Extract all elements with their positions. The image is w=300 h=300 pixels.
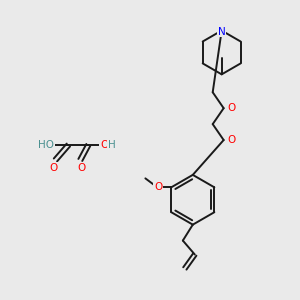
Text: O: O: [154, 182, 162, 192]
Text: O: O: [77, 163, 86, 173]
Text: O: O: [227, 135, 236, 145]
Text: H: H: [108, 140, 116, 150]
Text: N: N: [218, 27, 226, 37]
Text: O: O: [100, 140, 108, 150]
Text: O: O: [49, 163, 58, 173]
Text: HO: HO: [38, 140, 55, 150]
Text: O: O: [227, 103, 236, 113]
